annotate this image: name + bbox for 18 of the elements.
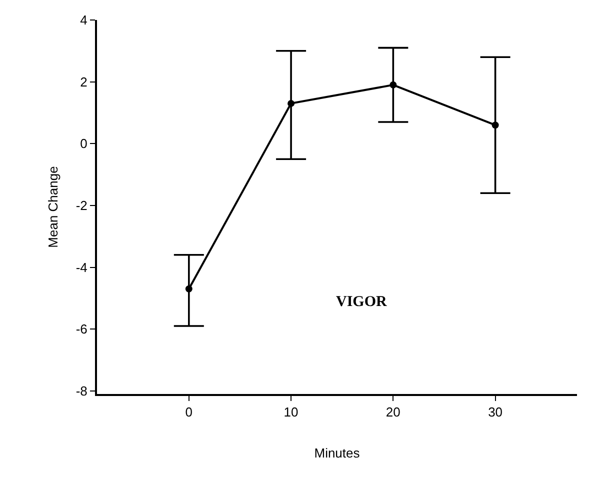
y-tick-label: 0	[80, 136, 88, 152]
x-tick-label: 0	[185, 404, 193, 420]
y-axis-title: Mean Change	[45, 166, 60, 248]
annotation: VIGOR	[336, 294, 388, 310]
point	[390, 81, 397, 88]
y-tick-label: -4	[76, 260, 88, 275]
x-tick-label: 30	[488, 404, 503, 420]
x-tick-label: 20	[386, 404, 400, 420]
x-axis-title: Minutes	[314, 446, 360, 461]
point	[492, 122, 499, 129]
y-tick-label: 4	[80, 12, 88, 28]
y-tick-label: -2	[76, 198, 88, 213]
y-tick-label: 2	[80, 74, 88, 90]
y-tick-label: -6	[76, 322, 88, 337]
point	[288, 100, 295, 107]
point	[185, 285, 192, 292]
x-tick-label: 10	[284, 404, 298, 420]
y-tick-label: -8	[76, 383, 88, 398]
